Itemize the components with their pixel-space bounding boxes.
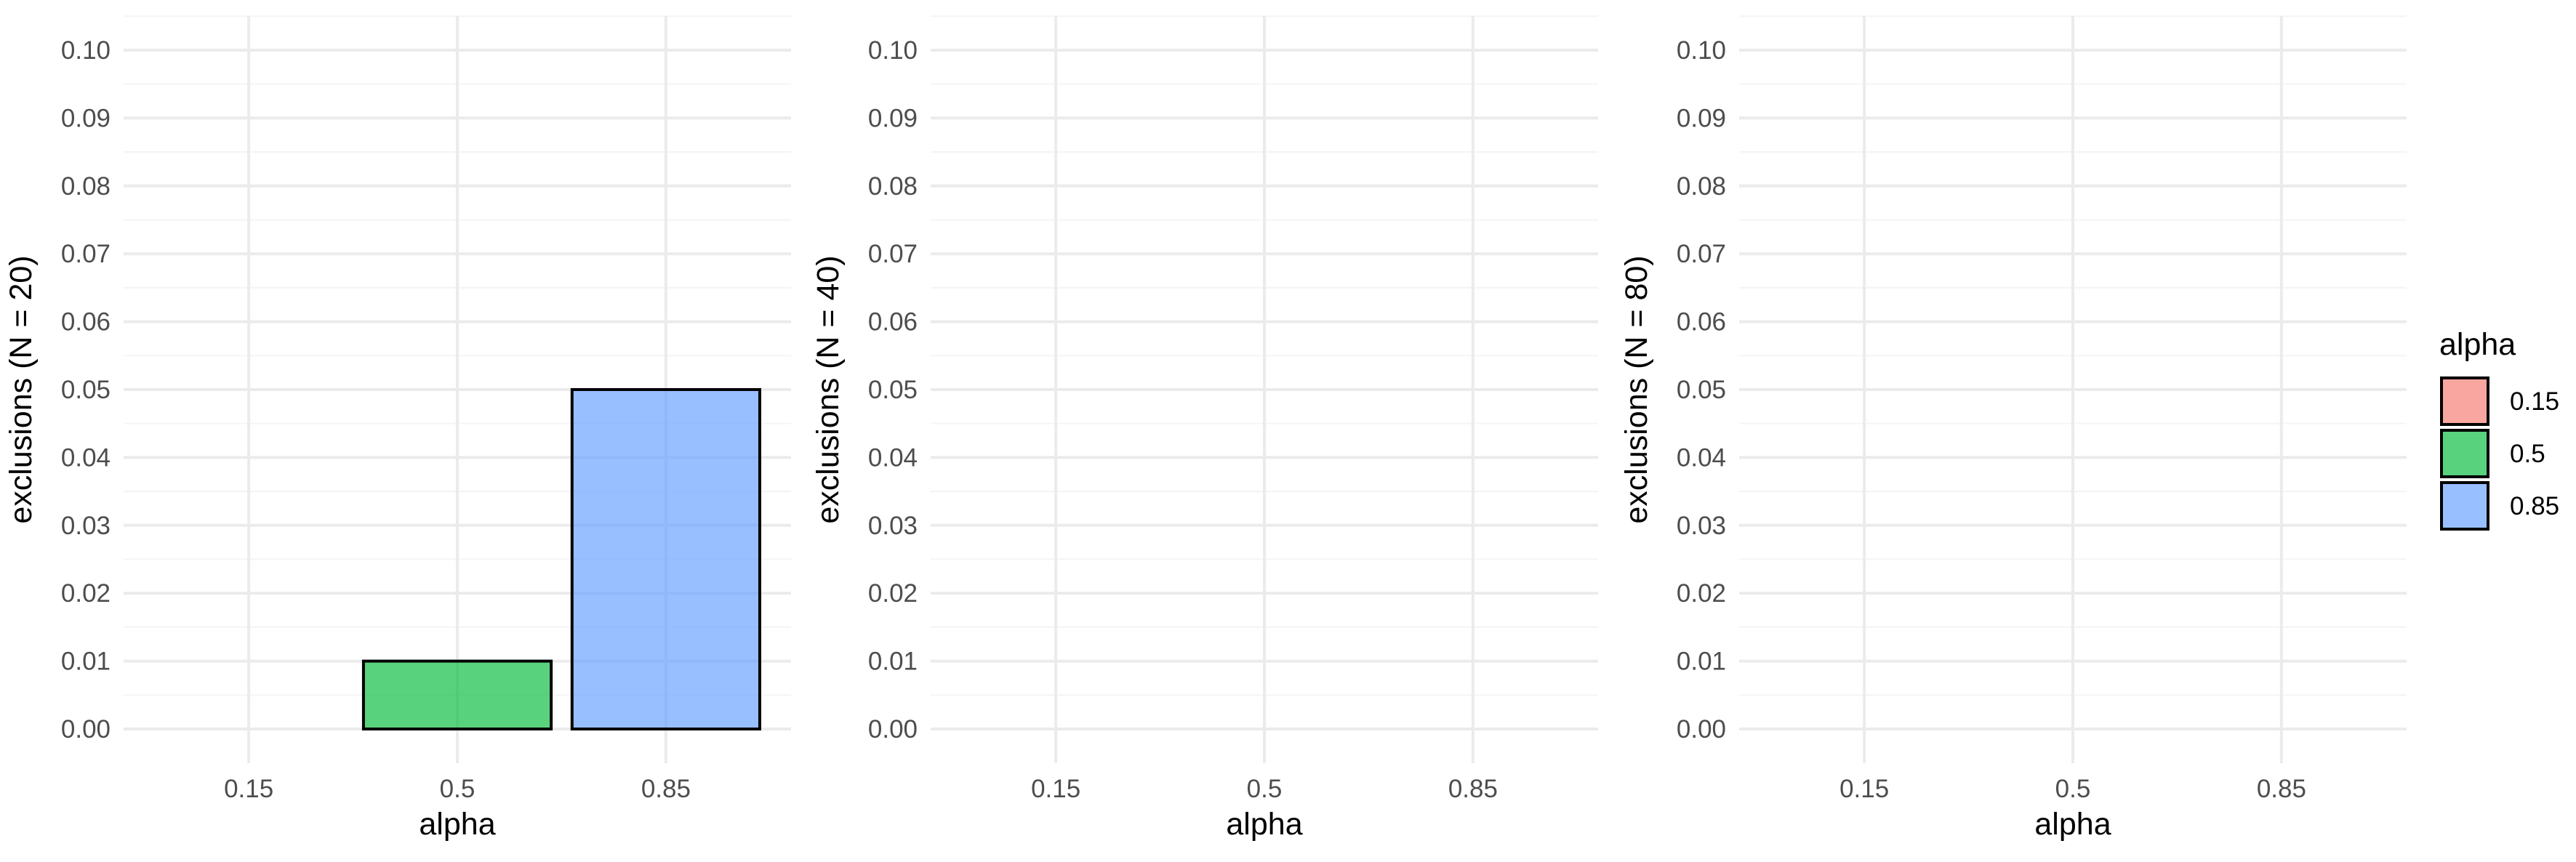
y-tick-label: 0.04 — [1677, 443, 1726, 472]
x-tick-label: 0.85 — [2257, 775, 2306, 803]
x-axis-title: alpha — [1226, 807, 1302, 842]
y-tick-label: 0.05 — [61, 376, 111, 404]
y-tick-label: 0.05 — [1677, 376, 1726, 404]
y-tick-label: 0.06 — [61, 308, 111, 337]
y-tick-label: 0.09 — [61, 104, 111, 132]
y-tick-label: 0.01 — [1677, 648, 1726, 676]
x-tick-label: 0.5 — [2055, 775, 2091, 803]
y-tick-label: 0.08 — [61, 172, 111, 201]
chart-panel: 0.00 0.01 0.02 0.03 0.04 0.05 0.06 0.07 0.08 0.09… — [4, 15, 791, 842]
y-tick-label: 0.03 — [1677, 512, 1726, 540]
y-axis-title: exclusions (N = 40) — [811, 255, 846, 523]
y-tick-label: 0.01 — [61, 648, 111, 676]
y-axis-title: exclusions (N = 80) — [1619, 255, 1654, 523]
legend: alpha 0.15 0.5 0.85 — [2439, 327, 2559, 531]
legend-title: alpha — [2439, 327, 2516, 362]
x-tick-label: 0.5 — [440, 775, 476, 803]
y-tick-label: 0.03 — [61, 512, 111, 540]
y-tick-label: 0.05 — [868, 376, 918, 404]
y-tick-label: 0.06 — [868, 308, 918, 337]
y-tick-label: 0.09 — [1677, 104, 1726, 132]
y-tick-label: 0.00 — [61, 715, 111, 744]
y-tick-label: 0.08 — [868, 172, 918, 201]
x-axis-title: alpha — [419, 807, 495, 842]
bar — [570, 388, 761, 730]
y-axis-title: exclusions (N = 20) — [4, 255, 39, 523]
y-tick-label: 0.00 — [1677, 715, 1726, 744]
legend-key — [2440, 376, 2489, 426]
bar — [361, 659, 553, 730]
y-tick-label: 0.07 — [868, 240, 918, 268]
chart-panel: 0.00 0.01 0.02 0.03 0.04 0.05 0.06 0.07 0.08 0.09… — [811, 15, 1598, 842]
y-tick-label: 0.08 — [1677, 172, 1726, 201]
chart-panel: 0.00 0.01 0.02 0.03 0.04 0.05 0.06 0.07 0.08 0.09… — [1619, 15, 2407, 842]
y-tick-label: 0.06 — [1677, 308, 1726, 337]
legend-label: 0.5 — [2510, 440, 2545, 468]
y-tick-label: 0.02 — [868, 579, 918, 608]
x-tick-label: 0.85 — [1448, 775, 1498, 803]
x-tick-label: 0.5 — [1247, 775, 1283, 803]
y-tick-label: 0.01 — [868, 648, 918, 676]
y-tick-label: 0.10 — [868, 36, 918, 65]
y-tick-label: 0.04 — [868, 443, 918, 472]
legend-label: 0.15 — [2510, 387, 2559, 416]
legend-key — [2440, 481, 2489, 531]
y-tick-label: 0.00 — [868, 715, 918, 744]
y-tick-label: 0.04 — [61, 443, 111, 472]
y-tick-label: 0.07 — [1677, 240, 1726, 268]
x-tick-label: 0.15 — [1031, 775, 1080, 803]
legend-key — [2440, 429, 2489, 478]
x-axis-title: alpha — [2034, 807, 2111, 842]
x-tick-label: 0.15 — [1839, 775, 1889, 803]
y-tick-label: 0.09 — [868, 104, 918, 132]
x-tick-label: 0.85 — [641, 775, 691, 803]
y-tick-label: 0.02 — [61, 579, 111, 608]
y-tick-label: 0.10 — [1677, 36, 1726, 65]
y-tick-label: 0.03 — [868, 512, 918, 540]
x-tick-label: 0.15 — [224, 775, 273, 803]
y-tick-label: 0.10 — [61, 36, 111, 65]
legend-label: 0.85 — [2510, 492, 2559, 520]
y-tick-label: 0.02 — [1677, 579, 1726, 608]
y-tick-label: 0.07 — [61, 240, 111, 268]
